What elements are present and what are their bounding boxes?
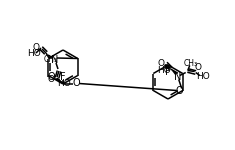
Text: O: O	[72, 78, 80, 88]
Text: HO: HO	[157, 66, 171, 75]
Text: N: N	[174, 72, 181, 81]
Text: O: O	[47, 75, 55, 84]
Text: O: O	[32, 44, 39, 52]
Text: HO: HO	[57, 78, 71, 87]
Text: HO: HO	[27, 50, 41, 58]
Text: CH₃: CH₃	[184, 59, 198, 68]
Text: N: N	[51, 55, 59, 65]
Text: F: F	[165, 67, 171, 77]
Text: CH₃: CH₃	[44, 56, 58, 64]
Text: HO: HO	[196, 72, 210, 81]
Text: O: O	[176, 85, 184, 96]
Text: O: O	[194, 63, 201, 72]
Text: F: F	[60, 72, 66, 82]
Text: O: O	[47, 72, 55, 81]
Text: O: O	[157, 59, 164, 68]
